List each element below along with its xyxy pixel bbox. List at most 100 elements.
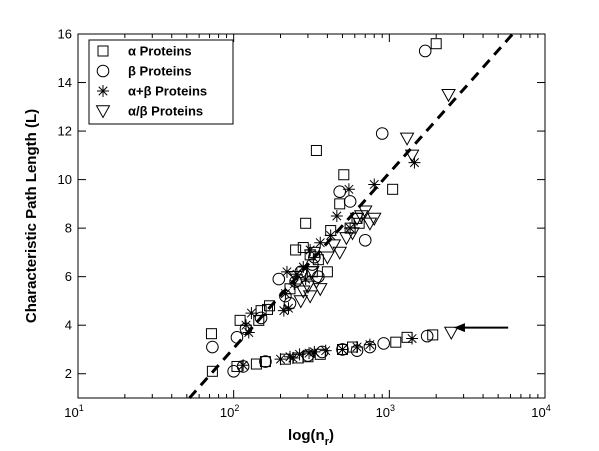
data-point-triangle-down bbox=[302, 290, 318, 304]
data-point-square bbox=[310, 144, 322, 156]
x-axis-label: log(nr) bbox=[288, 427, 334, 448]
data-point-square bbox=[430, 38, 442, 50]
y-tick-label: 6 bbox=[65, 269, 72, 284]
data-point-triangle-down bbox=[404, 149, 420, 163]
data-point-triangle-down bbox=[293, 295, 309, 309]
legend-marker-circle bbox=[96, 64, 110, 78]
data-point-asterisk bbox=[245, 307, 258, 320]
data-point-asterisk bbox=[330, 210, 343, 222]
tick-labels: 101 102 103 104 2 4 6 8 10 12 14 16 bbox=[58, 27, 551, 421]
data-point-triangle-down bbox=[309, 275, 324, 290]
y-tick-label: 8 bbox=[65, 221, 72, 236]
data-point-square bbox=[300, 217, 312, 229]
x-tick-label: 103 bbox=[376, 403, 395, 420]
legend-marker-asterisk bbox=[97, 85, 109, 97]
legend-label: β Proteins bbox=[128, 64, 192, 79]
data-point-square bbox=[290, 244, 302, 256]
data-point-triangle-down bbox=[441, 88, 456, 103]
data-point-triangle-down bbox=[399, 132, 415, 146]
data-point-triangle-down bbox=[345, 227, 360, 241]
data-point-asterisk bbox=[303, 347, 316, 360]
data-point-circle bbox=[206, 340, 219, 354]
data-point-triangle-down bbox=[295, 285, 311, 299]
data-point-asterisk bbox=[288, 277, 301, 290]
data-point-asterisk bbox=[282, 302, 295, 315]
data-point-triangle-down bbox=[339, 232, 354, 246]
data-point-square bbox=[250, 358, 262, 370]
legend-box bbox=[88, 39, 234, 125]
data-point-asterisk bbox=[308, 345, 321, 358]
data-point-asterisk bbox=[237, 359, 250, 372]
y-tick-label: 14 bbox=[58, 75, 72, 90]
arrow-head bbox=[453, 323, 465, 333]
y-tick-label: 16 bbox=[58, 27, 72, 42]
x-tick-label: 101 bbox=[64, 403, 83, 420]
data-point-triangle-down bbox=[326, 239, 342, 253]
data-point-circle bbox=[343, 195, 357, 208]
data-point-square bbox=[338, 169, 350, 181]
legend: α Proteins β Proteins α+β Proteins α/β Prot… bbox=[88, 39, 234, 125]
data-point-square bbox=[308, 246, 320, 258]
data-point-square bbox=[427, 329, 439, 341]
data-point-circle bbox=[254, 311, 268, 325]
data-point-square bbox=[264, 300, 276, 312]
data-point-triangle-down bbox=[288, 270, 303, 285]
data-point-asterisk bbox=[286, 351, 299, 364]
data-point-asterisk bbox=[283, 350, 296, 363]
legend-label: α/β Proteins bbox=[128, 104, 203, 119]
data-point-square bbox=[206, 365, 218, 377]
data-point-asterisk bbox=[406, 332, 419, 345]
y-tick-label: 12 bbox=[58, 124, 72, 139]
data-point-circle bbox=[418, 44, 432, 58]
data-point-square bbox=[321, 266, 333, 278]
data-point-asterisk bbox=[279, 287, 292, 300]
data-point-triangle-down bbox=[300, 280, 316, 294]
data-point-asterisk bbox=[319, 344, 332, 357]
data-point-square bbox=[259, 356, 271, 368]
axis-ticks bbox=[77, 33, 546, 398]
annotation-group bbox=[453, 323, 509, 333]
legend-label: α+β Proteins bbox=[128, 84, 207, 99]
data-point-circle bbox=[333, 185, 347, 199]
data-point-asterisk bbox=[297, 260, 310, 273]
data-point-square bbox=[262, 303, 274, 315]
y-tick-label: 4 bbox=[65, 318, 72, 333]
data-point-asterisk bbox=[280, 265, 293, 278]
data-point-asterisk bbox=[363, 338, 376, 351]
data-point-triangle-down bbox=[366, 212, 382, 226]
data-point-triangle-down bbox=[357, 205, 373, 219]
data-point-square bbox=[205, 328, 217, 340]
data-point-triangle-down bbox=[349, 212, 365, 226]
data-point-asterisk bbox=[368, 178, 381, 191]
data-point-square bbox=[387, 183, 399, 195]
data-point-triangle-down bbox=[332, 246, 348, 260]
data-points bbox=[205, 38, 459, 378]
data-point-asterisk bbox=[274, 353, 287, 366]
legend-marker-square bbox=[97, 45, 109, 57]
data-point-circle bbox=[230, 331, 244, 344]
x-tick-label: 104 bbox=[531, 403, 550, 420]
legend-marker-triangle-down bbox=[95, 105, 111, 119]
data-point-asterisk bbox=[239, 319, 252, 332]
fit-line bbox=[188, 33, 514, 399]
data-point-triangle-down bbox=[443, 326, 459, 341]
data-point-asterisk bbox=[351, 341, 364, 354]
y-tick-label: 10 bbox=[58, 172, 72, 187]
x-tick-label: 102 bbox=[220, 403, 239, 420]
data-point-circle bbox=[259, 355, 272, 368]
data-point-square bbox=[390, 336, 402, 348]
data-point-triangle-down bbox=[320, 251, 335, 265]
data-point-asterisk bbox=[290, 268, 303, 281]
data-point-circle bbox=[377, 337, 390, 350]
data-point-triangle-down bbox=[304, 266, 320, 280]
data-point-asterisk bbox=[336, 343, 349, 356]
data-point-circle bbox=[308, 250, 321, 264]
data-point-asterisk bbox=[242, 326, 255, 339]
data-point-asterisk bbox=[314, 236, 327, 249]
data-point-asterisk bbox=[293, 348, 306, 361]
data-point-circle bbox=[272, 272, 286, 286]
data-point-circle bbox=[306, 258, 319, 271]
data-point-asterisk bbox=[299, 273, 312, 286]
data-point-circle bbox=[301, 349, 315, 362]
